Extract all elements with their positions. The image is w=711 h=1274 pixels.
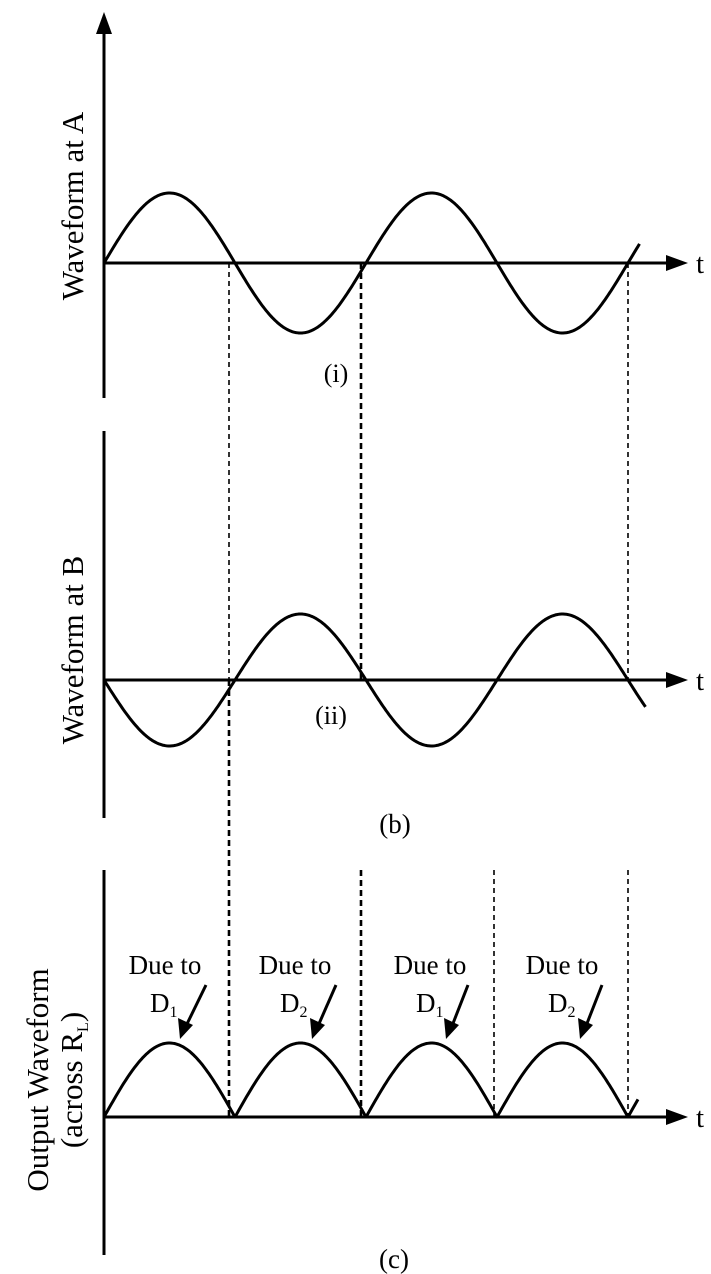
pulse-arrow-2-shaft [316, 984, 338, 1027]
panel-c-caption: (c) [379, 1244, 409, 1274]
pulse-label-4-letter: D [548, 988, 568, 1018]
pulse-arrow-3-head [444, 1018, 459, 1039]
panel-c-x-arrowhead [666, 1109, 688, 1125]
panel-b-x-arrowhead [666, 672, 688, 688]
pulse-arrow-3 [444, 984, 470, 1039]
pulse-arrow-1 [178, 984, 208, 1039]
pulse-label-4: Due to D2 [526, 950, 599, 1021]
panel-b: Waveform at B t (ii) (b) [55, 431, 704, 839]
pulse-label-2-sub: 2 [300, 1004, 308, 1021]
pulse-arrow-1-head [178, 1018, 193, 1039]
panel-b-inverted-sine-wave [102, 612, 647, 748]
panel-c-rectified-wave [102, 1041, 640, 1119]
panel-c-y-label-subscript: L [75, 1022, 92, 1032]
pulse-label-2-line1: Due to [259, 950, 332, 980]
panel-b-caption: (b) [379, 809, 410, 839]
panel-b-tag: (ii) [315, 701, 347, 730]
pulse-label-4-sub: 2 [568, 1004, 576, 1021]
pulse-arrow-2 [310, 984, 338, 1039]
pulse-label-2-letter: D [280, 988, 300, 1018]
panel-a-t-label: t [696, 248, 704, 280]
panel-c-y-label-suffix: ) [54, 1012, 89, 1022]
pulse-label-3-line1: Due to [394, 950, 467, 980]
panel-c-y-label-line1: Output Waveform [20, 968, 55, 1191]
pulse-label-3: Due to D1 [394, 950, 467, 1021]
panel-a-y-arrowhead [96, 12, 112, 34]
pulse-label-1-device: D1 [150, 988, 178, 1021]
panel-a: Waveform at A t (i) [55, 12, 704, 398]
panel-a-x-arrowhead [666, 255, 688, 271]
panel-a-sine-wave [102, 191, 641, 335]
panel-c: t (c) Output Waveform (across RL) Due to… [20, 870, 704, 1274]
panel-c-y-label-prefix: (across R [54, 1032, 89, 1149]
pulse-label-1: Due to D1 [129, 950, 202, 1021]
pulse-arrow-3-shaft [450, 984, 470, 1027]
panel-a-tag: (i) [324, 359, 349, 388]
pulse-label-3-letter: D [416, 988, 436, 1018]
pulse-label-1-sub: 1 [170, 1004, 178, 1021]
panel-a-y-label: Waveform at A [55, 111, 90, 300]
panel-c-y-label-line2: (across RL) [54, 1012, 92, 1148]
pulse-arrow-4-head [578, 1018, 593, 1039]
pulse-arrow-2-head [310, 1018, 325, 1039]
pulse-arrow-4-shaft [584, 984, 604, 1027]
pulse-label-3-device: D1 [416, 988, 444, 1021]
pulse-label-1-letter: D [150, 988, 170, 1018]
pulse-label-4-line1: Due to [526, 950, 599, 980]
pulse-label-1-line1: Due to [129, 950, 202, 980]
pulse-arrow-1-shaft [184, 984, 208, 1027]
panel-b-t-label: t [696, 665, 704, 697]
panel-b-y-label: Waveform at B [55, 556, 90, 745]
pulse-label-2: Due to D2 [259, 950, 332, 1021]
pulse-label-3-sub: 1 [436, 1004, 444, 1021]
pulse-arrow-4 [578, 984, 604, 1039]
pulse-label-2-device: D2 [280, 988, 308, 1021]
panel-c-t-label: t [696, 1102, 704, 1134]
pulse-label-4-device: D2 [548, 988, 576, 1021]
guide-lines [227, 263, 629, 1117]
